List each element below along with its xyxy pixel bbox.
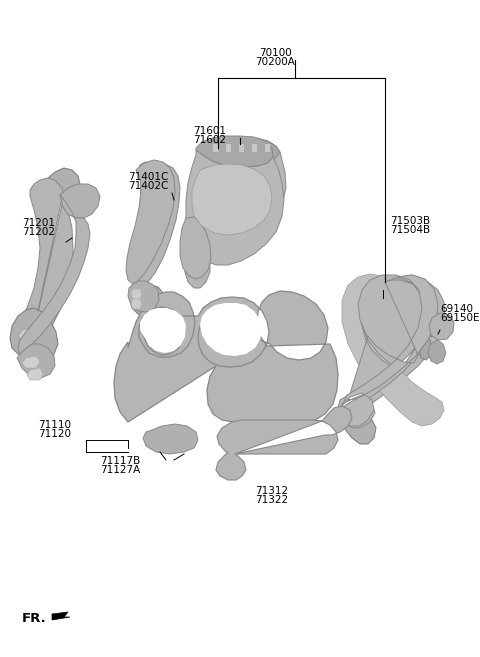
Text: 71201: 71201 (22, 218, 55, 228)
Polygon shape (143, 424, 198, 454)
Text: 70200A: 70200A (255, 57, 295, 67)
Polygon shape (209, 138, 280, 165)
Text: 71503B: 71503B (390, 216, 430, 226)
Polygon shape (196, 136, 273, 167)
Polygon shape (342, 274, 444, 426)
Polygon shape (136, 300, 146, 308)
Text: 71120: 71120 (38, 429, 71, 439)
Text: 71202: 71202 (22, 227, 55, 237)
Polygon shape (126, 160, 175, 284)
Text: 71312: 71312 (255, 486, 288, 496)
Text: 70100: 70100 (259, 48, 291, 58)
Polygon shape (18, 328, 34, 340)
Text: 71504B: 71504B (390, 225, 430, 235)
Polygon shape (128, 281, 159, 312)
Polygon shape (18, 195, 90, 354)
Polygon shape (338, 275, 436, 428)
Text: 71602: 71602 (193, 135, 227, 145)
Polygon shape (212, 143, 218, 152)
Polygon shape (249, 148, 255, 156)
Polygon shape (229, 148, 235, 156)
Polygon shape (131, 299, 142, 309)
Polygon shape (340, 415, 376, 444)
Text: 69140: 69140 (440, 304, 473, 314)
Text: 71322: 71322 (255, 495, 288, 505)
Polygon shape (202, 168, 266, 226)
Text: 71401C: 71401C (128, 172, 168, 182)
Polygon shape (340, 280, 445, 426)
Polygon shape (52, 612, 70, 620)
Polygon shape (428, 340, 446, 364)
Polygon shape (60, 184, 100, 218)
Polygon shape (186, 150, 284, 265)
Polygon shape (429, 313, 454, 340)
Polygon shape (48, 168, 80, 200)
Polygon shape (22, 342, 38, 354)
Text: FR.: FR. (22, 612, 47, 625)
Polygon shape (192, 152, 286, 250)
Polygon shape (185, 232, 210, 288)
Polygon shape (338, 275, 438, 426)
Text: 69150E: 69150E (440, 313, 480, 323)
Polygon shape (417, 314, 442, 337)
Polygon shape (219, 148, 225, 156)
Polygon shape (140, 308, 186, 353)
Polygon shape (216, 406, 352, 480)
Polygon shape (200, 303, 262, 356)
Polygon shape (17, 344, 55, 378)
Polygon shape (10, 308, 58, 362)
Polygon shape (188, 215, 216, 254)
Polygon shape (131, 289, 142, 299)
Polygon shape (27, 368, 43, 380)
Polygon shape (264, 143, 270, 152)
Text: 71601: 71601 (193, 126, 227, 136)
Polygon shape (130, 162, 180, 286)
Polygon shape (192, 164, 272, 235)
Text: 71127A: 71127A (100, 465, 140, 475)
Polygon shape (22, 356, 40, 368)
Text: 71117B: 71117B (100, 456, 140, 466)
Polygon shape (259, 148, 265, 156)
Polygon shape (180, 217, 211, 279)
Polygon shape (136, 292, 146, 300)
Polygon shape (114, 291, 338, 422)
Text: 71402C: 71402C (128, 181, 168, 191)
Text: 71110: 71110 (38, 420, 71, 430)
Polygon shape (225, 143, 231, 152)
Polygon shape (419, 337, 432, 360)
Polygon shape (18, 178, 73, 358)
Polygon shape (130, 284, 164, 316)
Polygon shape (251, 143, 257, 152)
Polygon shape (239, 148, 245, 156)
Polygon shape (238, 143, 244, 152)
